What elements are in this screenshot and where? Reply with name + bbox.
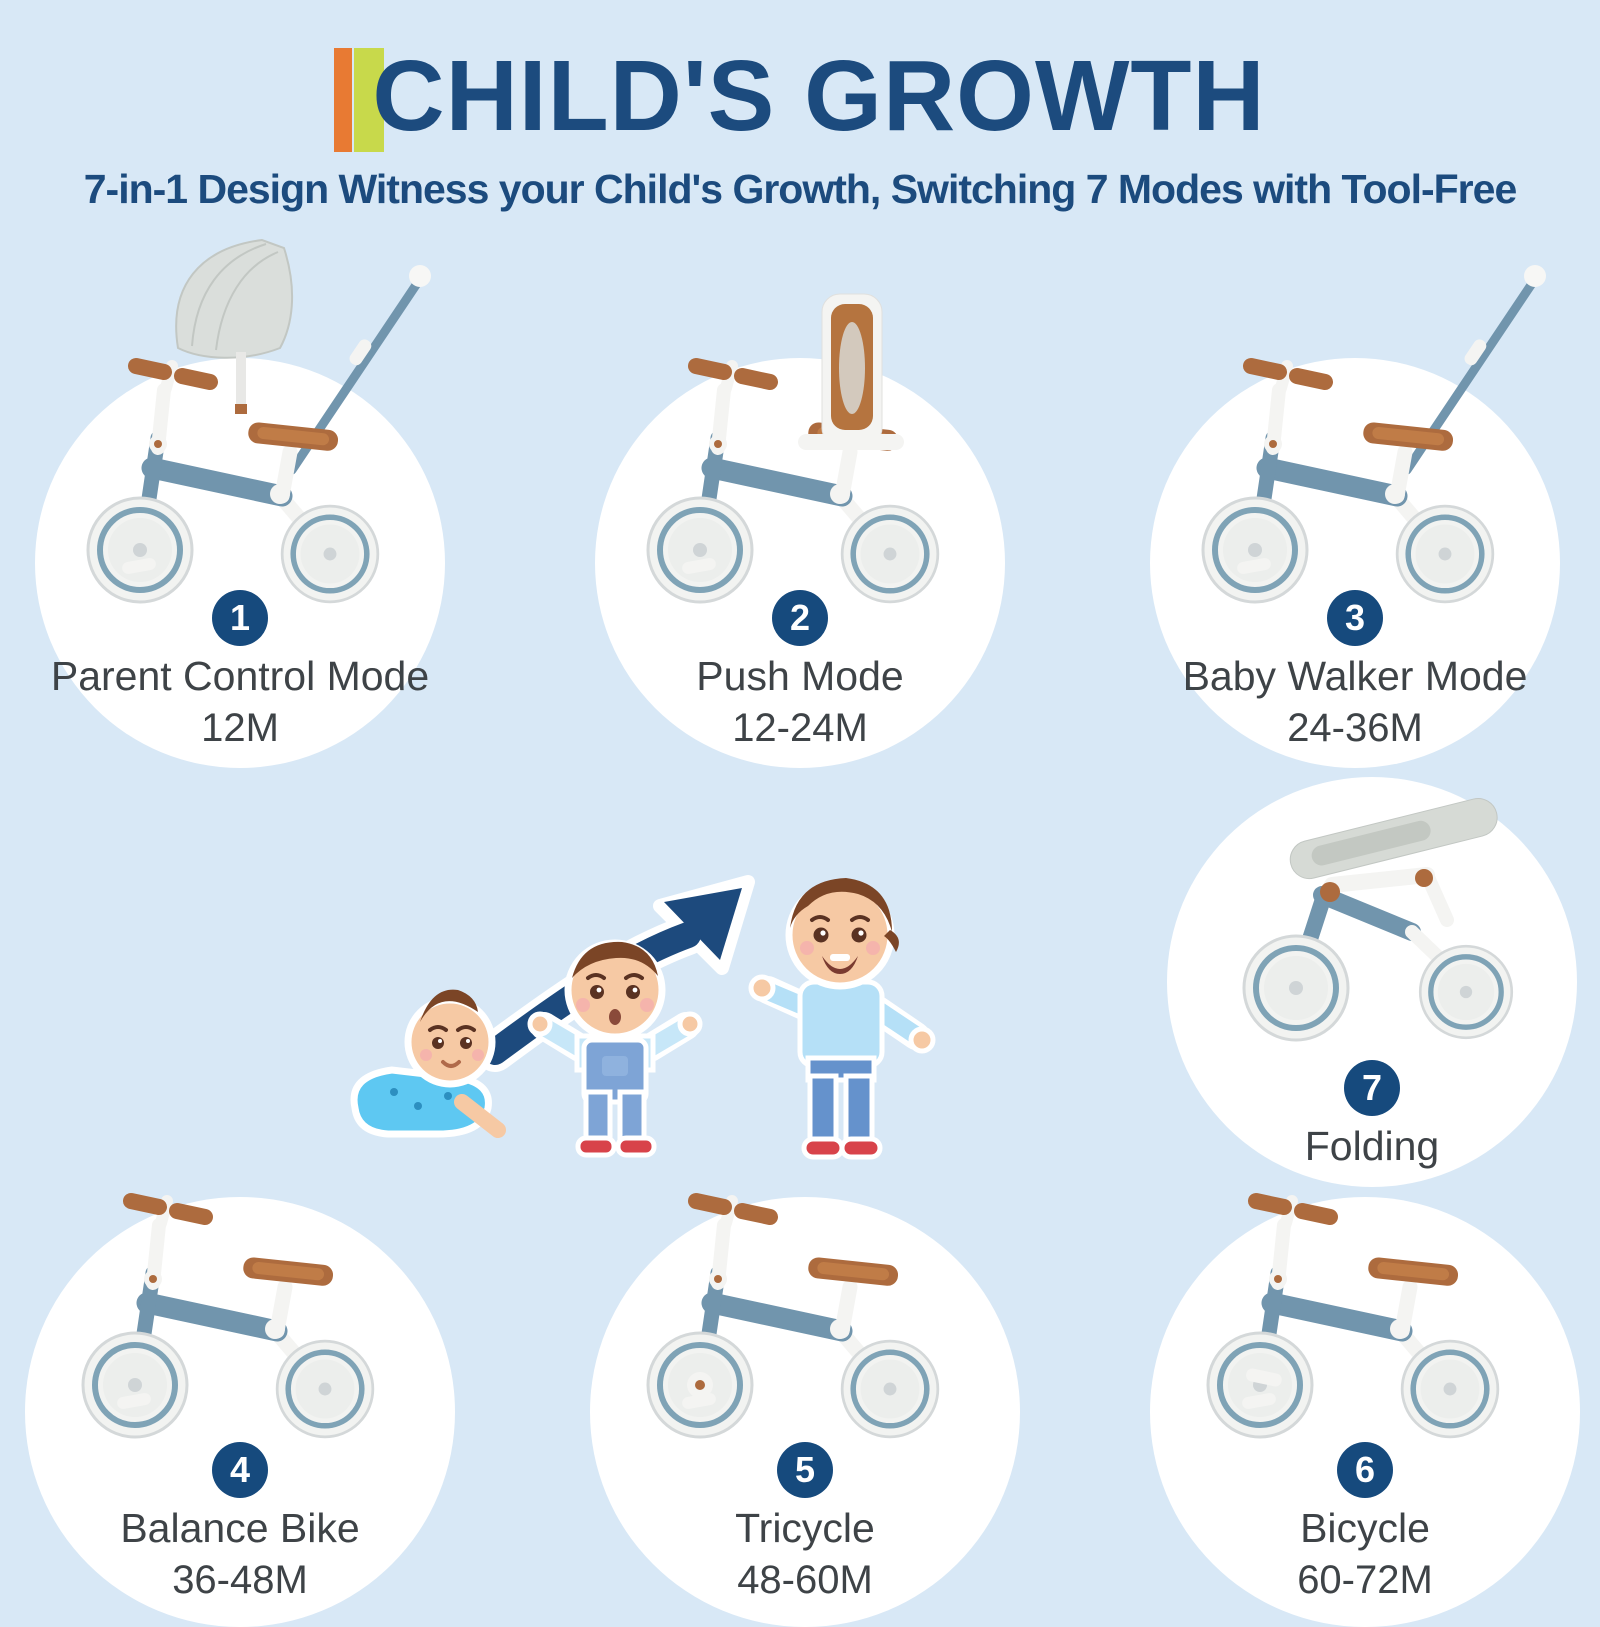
- mode-5-badge: 5: [777, 1442, 833, 1498]
- mode-1-badge: 1: [212, 590, 268, 646]
- mode-2-badge: 2: [772, 590, 828, 646]
- mode-1-label: Parent Control Mode: [50, 653, 430, 699]
- mode-2-label: Push Mode: [696, 653, 904, 699]
- orange-accent-bar: [334, 48, 353, 152]
- mode-card-bicycle: 6 Bicycle 60-72M: [1150, 1197, 1580, 1627]
- mode-7-number: 7: [1361, 1067, 1383, 1108]
- mode-4-label: Balance Bike: [120, 1505, 360, 1551]
- page-subtitle: 7-in-1 Design Witness your Child's Growt…: [83, 166, 1518, 212]
- toddler-illustration: [527, 939, 703, 1158]
- mode-5-number: 5: [794, 1449, 816, 1490]
- mode-4-badge: 4: [212, 1442, 268, 1498]
- title-accent-bars: [334, 48, 385, 152]
- mode-card-parent-control: 1 Parent Control Mode 12M: [35, 239, 445, 768]
- mode-4-number: 4: [229, 1449, 251, 1490]
- mode-6-label: Bicycle: [1300, 1505, 1430, 1551]
- mode-card-push-mode: 2 Push Mode 12-24M: [595, 293, 1005, 768]
- mode-7-badge: 7: [1344, 1060, 1400, 1116]
- mode-card-balance-bike: 4 Balance Bike 36-48M: [25, 1197, 455, 1627]
- growth-illustration: [350, 875, 936, 1160]
- baby-crawling-illustration: [350, 989, 506, 1138]
- mode-5-age: 48-60M: [737, 1558, 873, 1602]
- mode-card-folding: 7 Folding: [1167, 777, 1577, 1187]
- mode-card-baby-walker: 3 Baby Walker Mode 24-36M: [1150, 358, 1560, 768]
- mode-3-label: Baby Walker Mode: [1182, 653, 1528, 699]
- mode-2-age: 12-24M: [732, 706, 868, 750]
- mode-5-label: Tricycle: [735, 1505, 875, 1551]
- mode-1-age: 12M: [201, 706, 279, 750]
- page-title: CHILD'S GROWTH: [372, 40, 1266, 152]
- mode-1-number: 1: [229, 597, 251, 638]
- mode-6-badge: 6: [1337, 1442, 1393, 1498]
- mode-3-number: 3: [1344, 597, 1366, 638]
- mode-3-age: 24-36M: [1287, 706, 1423, 750]
- mode-card-tricycle: 5 Tricycle 48-60M: [590, 1197, 1020, 1627]
- mode-3-badge: 3: [1327, 590, 1383, 646]
- mode-6-age: 60-72M: [1297, 1558, 1433, 1602]
- mode-4-age: 36-48M: [172, 1558, 308, 1602]
- green-accent-bar: [354, 48, 385, 152]
- mode-2-number: 2: [789, 597, 811, 638]
- mode-6-number: 6: [1354, 1449, 1376, 1490]
- child-illustration: [748, 878, 936, 1160]
- mode-7-label: Folding: [1304, 1123, 1440, 1169]
- header: CHILD'S GROWTH: [0, 40, 1600, 152]
